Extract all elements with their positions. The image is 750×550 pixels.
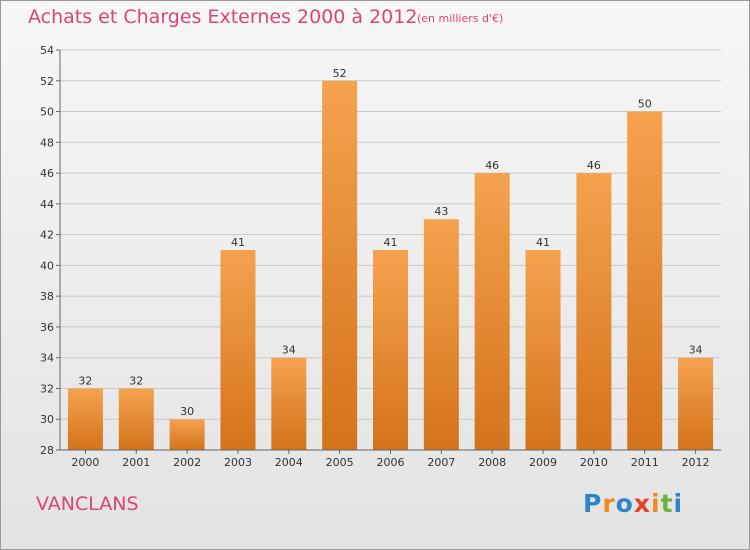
bar — [576, 173, 612, 451]
data-label: 50 — [638, 98, 652, 111]
data-label: 43 — [434, 205, 448, 218]
logo-letter: o — [615, 489, 634, 518]
y-tick-label: 46 — [40, 167, 54, 180]
bar — [67, 388, 103, 450]
x-tick-label: 2004 — [275, 456, 303, 469]
x-tick-label: 2003 — [224, 456, 252, 469]
data-label: 32 — [78, 374, 92, 387]
bar — [271, 357, 307, 450]
bar — [678, 357, 714, 450]
x-tick-label: 2007 — [427, 456, 455, 469]
data-label: 41 — [536, 236, 550, 249]
data-label: 32 — [129, 374, 143, 387]
data-label: 46 — [485, 159, 499, 172]
bar — [423, 219, 459, 450]
x-tick-label: 2012 — [682, 456, 710, 469]
y-tick-label: 52 — [40, 75, 54, 88]
data-label: 30 — [180, 405, 194, 418]
place-name: VANCLANS — [36, 493, 139, 515]
proxiti-logo: Proxiti — [583, 489, 683, 518]
y-tick-label: 54 — [40, 44, 54, 57]
data-label: 34 — [689, 344, 703, 357]
chart-title: Achats et Charges Externes 2000 à 2012 — [28, 6, 418, 28]
y-tick-label: 38 — [40, 290, 54, 303]
bar — [322, 80, 358, 451]
y-tick-label: 36 — [40, 321, 54, 334]
logo-letter: r — [602, 489, 616, 518]
bar — [525, 250, 561, 450]
bar — [627, 111, 663, 451]
data-label: 41 — [231, 236, 245, 249]
y-tick-label: 50 — [40, 106, 54, 119]
logo-letter: i — [673, 489, 684, 518]
x-tick-label: 2005 — [326, 456, 354, 469]
logo-letter: i — [651, 489, 661, 518]
data-label: 34 — [282, 344, 296, 357]
data-label: 46 — [587, 159, 601, 172]
axes: 28 30 32 34 36 38 40 42 44 46 48 50 52 54 2000 2001 2002… — [40, 44, 721, 469]
bar — [373, 250, 408, 450]
data-label: 41 — [384, 236, 398, 249]
y-tick-label: 28 — [40, 444, 54, 457]
logo-letter: t — [660, 489, 674, 518]
data-label: 52 — [333, 67, 347, 80]
y-tick-label: 40 — [40, 259, 54, 272]
y-tick-label: 48 — [40, 136, 54, 149]
bar — [118, 388, 154, 450]
bar — [474, 173, 510, 451]
x-tick-label: 2009 — [529, 456, 557, 469]
x-tick-label: 2008 — [478, 456, 506, 469]
logo-letter: x — [633, 489, 651, 518]
logo-letter: P — [583, 489, 603, 518]
y-tick-label: 30 — [40, 413, 54, 426]
x-tick-label: 2010 — [580, 456, 608, 469]
y-tick-label: 42 — [40, 229, 54, 242]
x-tick-label: 2000 — [71, 456, 99, 469]
x-tick-label: 2006 — [377, 456, 405, 469]
bars: 32 32 30 41 34 52 41 43 46 41 46 50 34 — [67, 67, 714, 451]
x-tick-label: 2002 — [173, 456, 201, 469]
bar — [169, 419, 205, 450]
x-tick-label: 2011 — [631, 456, 659, 469]
chart-subtitle: (en milliers d'€) — [417, 12, 504, 25]
y-tick-label: 34 — [40, 352, 54, 365]
bar — [220, 250, 256, 450]
y-tick-label: 32 — [40, 382, 54, 395]
y-tick-label: 44 — [40, 198, 54, 211]
x-tick-label: 2001 — [122, 456, 150, 469]
